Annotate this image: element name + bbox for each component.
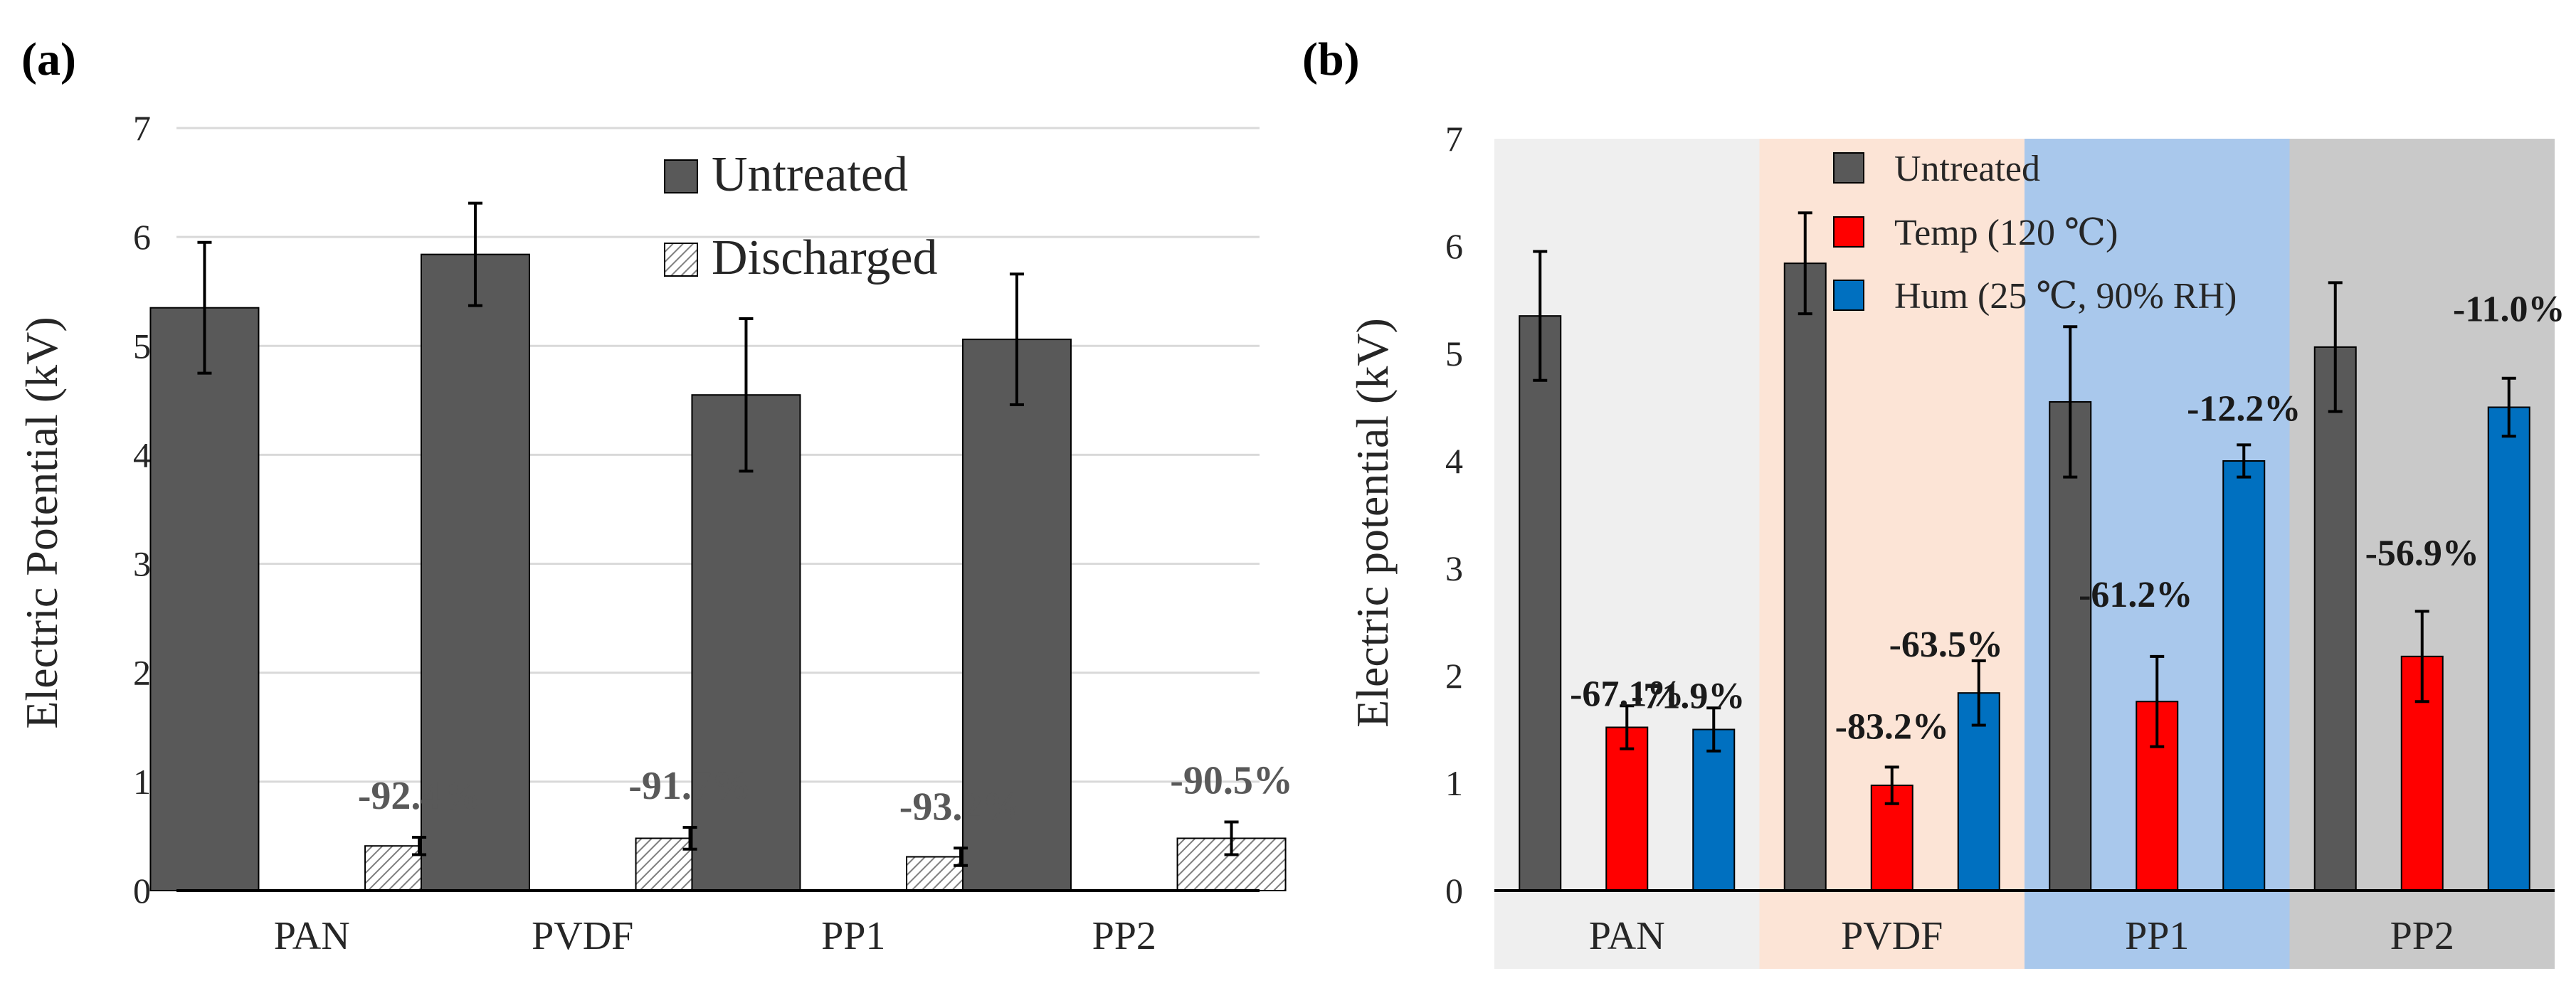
legend-swatch-hum [1833,280,1864,311]
category-label-pp2: PP2 [1092,914,1156,958]
legend-swatch-untreated [1833,152,1864,184]
y-tick-2: 2 [133,653,151,693]
y-tick-5: 5 [133,326,151,366]
y-tick-1: 1 [133,762,151,802]
category-label-pp1: PP1 [821,914,885,958]
legend-swatch-temp [1833,216,1864,248]
panel-b-data-labels: -67.1%-71.9% -83.2% -63.5% -61.2% -12.2% -56.… [1570,290,2565,748]
data-label-hum-25-90-rh-pp1: -12.2% [2187,388,2301,429]
data-label-hum-25-90-rh-pp2: -11.0% [2453,290,2565,330]
y-tick-0: 0 [133,871,151,911]
bar-hum-25-90-rh-pan [1692,728,1736,891]
category-label-pvdf: PVDF [532,914,633,958]
category-label-pvdf: PVDF [1841,914,1943,958]
bar-untreated-pp1 [2049,400,2092,891]
panel-a-data-labels: -92.4% -91.7% -93.2% -90.5% [358,759,1293,829]
y-tick-3: 3 [1445,548,1463,588]
bar-untreated-pan [1519,315,1562,891]
panel-a-y-axis-label: Electric Potential (kV) [16,317,67,728]
category-label-pp2: PP2 [2390,914,2454,958]
legend-swatch-discharged [664,243,698,277]
bar-untreated-pp2 [2313,346,2357,891]
bar-untreated-pp2 [961,339,1072,891]
panel-b-label: (b) [1302,33,1360,85]
legend-label-untreated: Untreated [712,147,908,202]
panel-a-y-ticks: 0 1 2 3 4 5 6 7 [133,108,151,911]
y-tick-6: 6 [133,217,151,257]
y-tick-6: 6 [1445,226,1463,266]
legend-label-temp: Temp (120 ℃) [1894,213,2118,253]
data-label-temp-120-pvdf: -83.2% [1835,706,1949,747]
panel-a-legend: Untreated Discharged [664,147,938,285]
y-tick-2: 2 [1445,656,1463,696]
bar-hum-25-90-rh-pp2 [2487,406,2530,891]
bar-untreated-pvdf [1783,262,1827,892]
legend-swatch-untreated [664,159,698,193]
data-label-temp-120-pp1: -61.2% [2079,575,2192,615]
panel-b-legend: Untreated Temp (120 ℃) Hum (25 ℃, 90% RH… [1833,149,2237,317]
panel-a: (a) Electric Potential (kV) 0 1 2 3 4 5 6 7 -92… [16,33,1293,958]
category-label-pan: PAN [1589,914,1665,958]
panel-b-y-axis-label: Electric potential (kV) [1347,318,1398,728]
y-tick-4: 4 [1445,441,1463,481]
data-label-discharged-pvdf: -91.7% [628,764,751,808]
category-label-pp1: PP1 [2125,914,2189,958]
y-tick-5: 5 [1445,334,1463,373]
data-label-discharged-pp2: -90.5% [1170,759,1293,803]
data-label-discharged-pan: -92.4% [358,774,481,818]
data-label-temp-120-pan: -67.1% [1570,674,1684,714]
y-tick-7: 7 [133,108,151,148]
panel-a-label: (a) [21,33,76,85]
panel-a-category-labels: PAN PVDF PP1 PP2 [274,914,1156,958]
legend-label-discharged: Discharged [712,230,938,285]
data-label-hum-25-90-rh-pan: -71.9% [1631,676,1745,716]
y-tick-3: 3 [133,544,151,584]
panel-b-category-labels: PAN PVDF PP1 PP2 [1589,914,2454,958]
y-tick-0: 0 [1445,871,1463,911]
legend-label-untreated: Untreated [1894,149,2040,189]
bar-hum-25-90-rh-pp1 [2222,460,2266,891]
panel-b: (b) Electric potential (kV) 0 1 2 3 4 5 6 7 -67… [1302,33,2565,969]
category-label-pan: PAN [274,914,350,958]
y-tick-7: 7 [1445,119,1463,159]
bar-untreated-pvdf [420,253,530,892]
data-label-temp-120-pp2: -56.9% [2365,533,2479,573]
bar-discharged-pp2 [1176,837,1287,892]
bar-untreated-pp1 [691,394,801,891]
panel-b-y-ticks: 0 1 2 3 4 5 6 7 [1445,119,1463,911]
data-label-discharged-pp1: -93.2% [899,785,1023,829]
y-tick-1: 1 [1445,763,1463,803]
data-label-hum-25-90-rh-pvdf: -63.5% [1889,625,2003,665]
bar-untreated-pan [149,307,260,891]
bar-temp-120-pan [1605,726,1649,891]
panel-b-error-bars [1533,211,2516,805]
legend-label-hum: Hum (25 ℃, 90% RH) [1894,276,2237,317]
panel-a-error-bars [197,201,1239,867]
y-tick-4: 4 [133,435,151,474]
